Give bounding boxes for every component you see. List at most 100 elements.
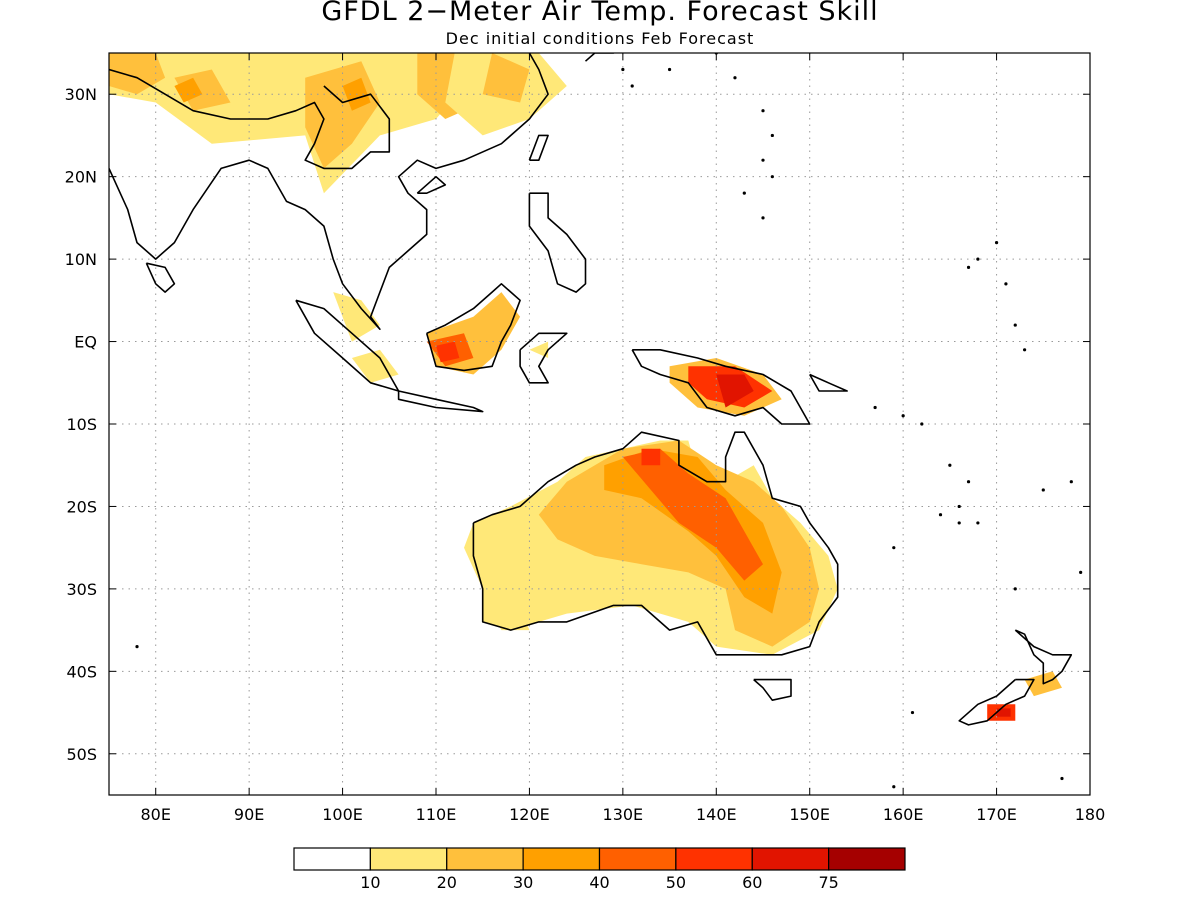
island-dot-23 <box>966 265 971 269</box>
lat-tick-label-8: 50S <box>66 745 97 764</box>
coastline-6 <box>528 192 587 293</box>
colorbar-swatch-2 <box>446 847 524 871</box>
coastline-9 <box>472 431 839 656</box>
coastline-13 <box>109 68 391 170</box>
colorbar-swatch-0 <box>293 847 371 871</box>
island-dot-16 <box>966 480 971 484</box>
island-dot-34 <box>892 785 896 789</box>
island-dot-20 <box>1069 480 1073 484</box>
skill-region-17 <box>716 374 754 408</box>
skill-region-14 <box>529 341 549 358</box>
graticule-grid <box>109 53 1090 795</box>
map-frame <box>108 52 1091 796</box>
island-dot-15 <box>948 463 952 467</box>
lon-tick-label-1: 90E <box>234 805 264 824</box>
island-dot-18 <box>976 521 980 525</box>
skill-region-7 <box>174 77 203 103</box>
coastline-11 <box>1014 629 1073 685</box>
colorbar-swatch-6 <box>751 847 830 871</box>
island-dot-3 <box>667 67 672 72</box>
lat-tick-label-3: EQ <box>74 333 97 352</box>
coastline-7 <box>631 348 811 425</box>
island-dot-2 <box>630 84 634 88</box>
colorbar-label-5: 60 <box>742 873 762 892</box>
colorbar-legend: 10 20 30 40 50 60 75 <box>293 847 906 892</box>
colorbar-label-1: 20 <box>437 873 457 892</box>
island-dot-22 <box>1023 348 1027 352</box>
lon-tick-label-4: 120E <box>509 805 550 824</box>
lat-tick-label-6: 30S <box>66 580 97 599</box>
colorbar-label-6: 75 <box>818 873 838 892</box>
colorbar-label-0: 10 <box>360 873 380 892</box>
island-dot-25 <box>1004 282 1008 286</box>
lat-tick-label-1: 20N <box>65 168 97 187</box>
colorbar-swatch-3 <box>522 847 601 871</box>
island-dot-19 <box>1041 488 1045 492</box>
latitude-axis-labels: 30N 20N 10N EQ 10S 20S 30S 40S 50S <box>65 85 1090 764</box>
coastlines <box>109 53 1083 789</box>
lat-tick-label-4: 10S <box>66 415 97 434</box>
island-dot-1 <box>621 67 625 72</box>
lon-tick-label-6: 140E <box>696 805 737 824</box>
colorbar-label-4: 50 <box>666 873 686 892</box>
page-title: GFDL 2−Meter Air Temp. Forecast Skill <box>321 0 879 27</box>
island-dot-17 <box>957 504 961 509</box>
coastline-1 <box>145 262 176 293</box>
island-dot-9 <box>770 175 774 179</box>
lat-tick-label-0: 30N <box>65 85 97 104</box>
page-subtitle: Dec initial conditions Feb Forecast <box>445 29 755 48</box>
lat-tick-label-5: 20S <box>66 497 97 516</box>
skill-region-21 <box>622 448 763 581</box>
lon-tick-label-7: 150E <box>789 805 830 824</box>
skill-region-10 <box>351 349 399 383</box>
lon-tick-label-2: 100E <box>322 805 363 824</box>
island-dot-33 <box>1060 776 1064 781</box>
colorbar-swatch-4 <box>598 847 677 871</box>
lat-tick-label-7: 40S <box>66 662 97 681</box>
lon-tick-label-0: 80E <box>140 805 170 824</box>
island-dot-30 <box>910 710 915 715</box>
lat-tick-label-2: 10N <box>65 250 97 269</box>
lon-tick-label-9: 170E <box>976 805 1017 824</box>
island-dot-12 <box>873 405 877 410</box>
colorbar-label-2: 30 <box>513 873 533 892</box>
lon-tick-label-5: 130E <box>603 805 644 824</box>
skill-shading <box>109 53 1062 721</box>
coastline-8 <box>809 373 848 392</box>
lon-tick-label-8: 160E <box>883 805 924 824</box>
island-dot-28 <box>938 513 943 517</box>
longitude-axis-labels: 80E 90E 100E 110E 120E 130E 140E 150E 160E 170E 18… <box>140 53 1105 824</box>
skill-region-22 <box>641 448 661 466</box>
colorbar-label-3: 40 <box>589 873 609 892</box>
colorbar-swatch-1 <box>369 847 448 871</box>
island-dot-10 <box>742 191 746 195</box>
island-dot-26 <box>994 241 999 245</box>
island-dot-6 <box>761 109 765 113</box>
coastline-5 <box>519 332 568 384</box>
island-dot-27 <box>957 521 961 525</box>
skill-region-1 <box>109 53 166 95</box>
island-dot-5 <box>733 76 737 80</box>
island-dot-11 <box>761 216 765 220</box>
coastline-3 <box>397 390 484 413</box>
island-dot-21 <box>1013 323 1017 327</box>
skill-region-6 <box>482 53 530 103</box>
coastline-4 <box>425 282 521 372</box>
coastline-0 <box>109 53 549 331</box>
skill-region-9 <box>333 292 380 342</box>
coastline-15 <box>528 134 549 161</box>
lon-tick-label-10: 180 <box>1075 805 1106 824</box>
coastline-10 <box>753 678 792 702</box>
island-dot-29 <box>892 546 896 550</box>
island-dot-13 <box>901 414 905 418</box>
coastline-16 <box>416 175 447 194</box>
skill-region-23 <box>492 605 530 631</box>
colorbar-swatch-7 <box>828 847 906 871</box>
island-dot-31 <box>1013 587 1017 591</box>
island-dot-7 <box>770 133 774 138</box>
lon-tick-label-3: 110E <box>416 805 457 824</box>
island-dot-24 <box>976 257 980 261</box>
island-dot-0 <box>135 645 139 649</box>
colorbar-swatch-5 <box>675 847 753 871</box>
